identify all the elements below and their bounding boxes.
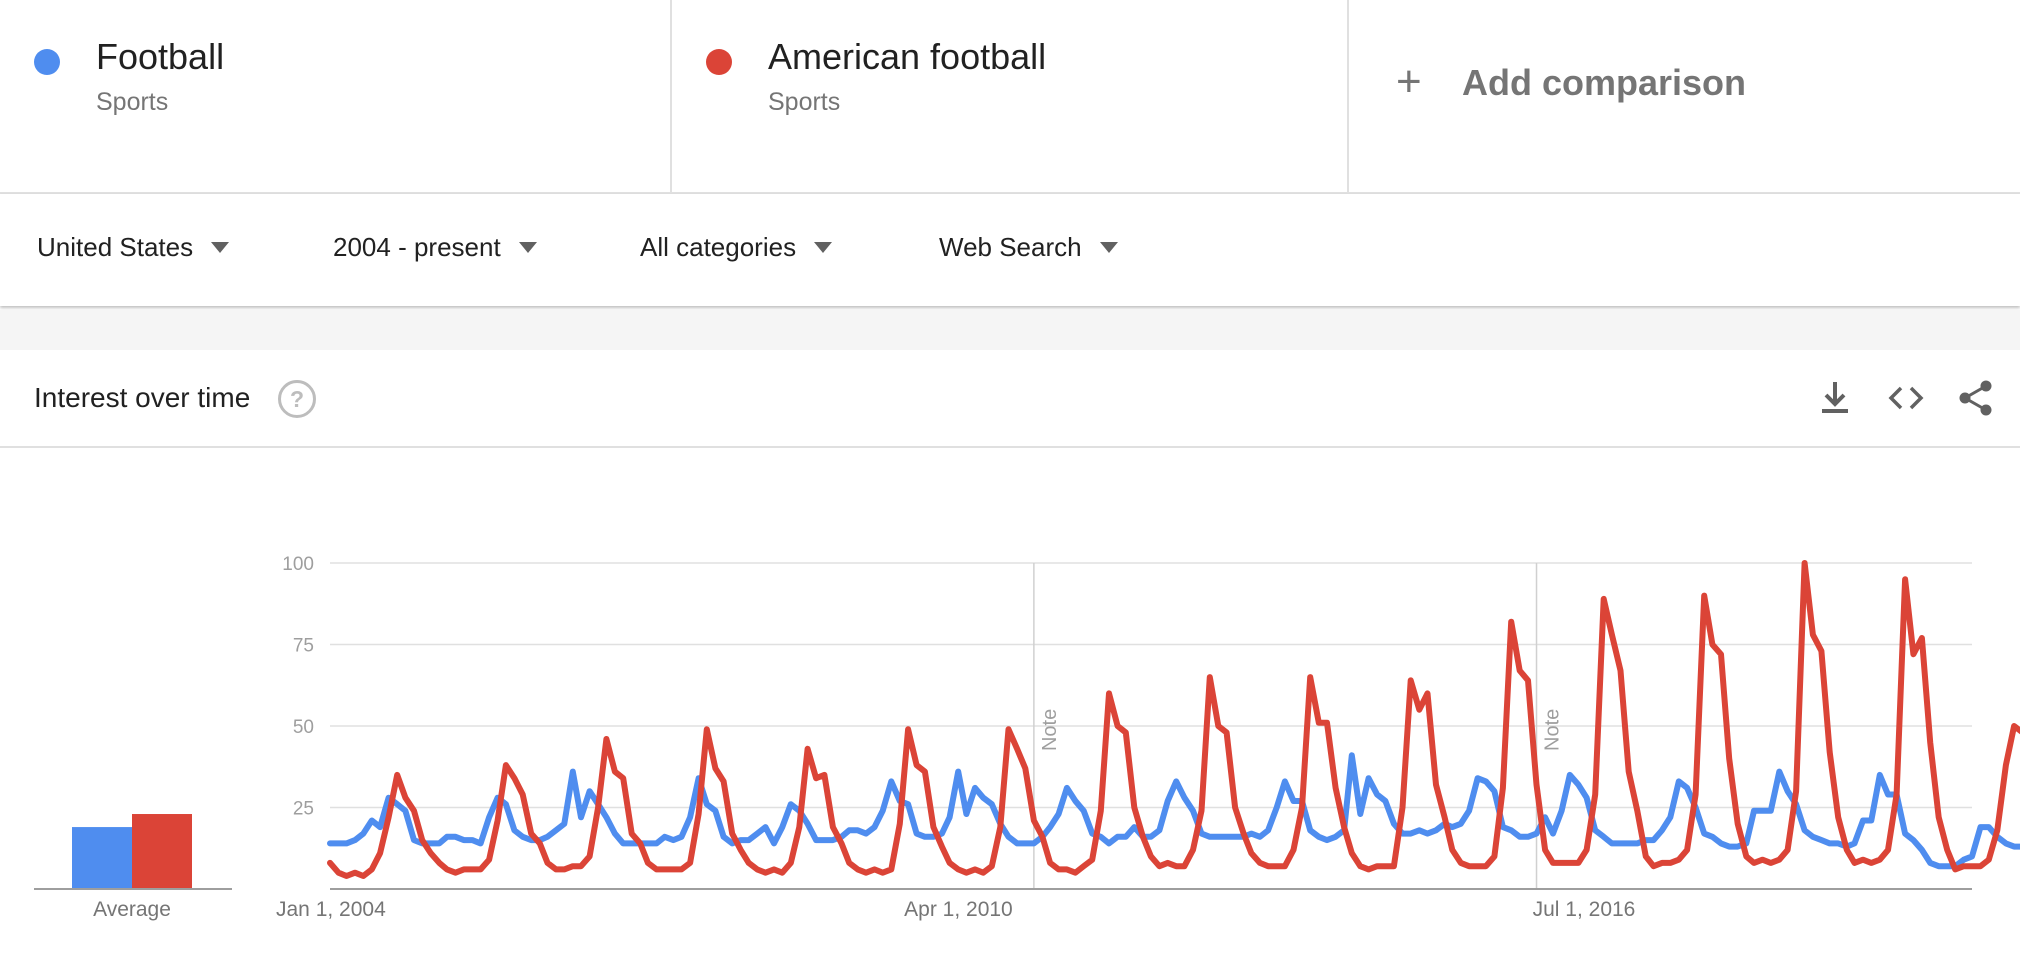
average-label: Average [93,898,171,921]
interest-over-time-header: Interest over time ? [0,350,2020,448]
y-tick-label: 75 [293,636,314,657]
time-range-select-label: 2004 - present [333,232,501,262]
series-color-dot [706,49,732,75]
term-football[interactable]: Football Sports [0,0,670,192]
term-american-football[interactable]: American football Sports [672,0,1348,192]
filters-bar: United States 2004 - present All categor… [0,194,2020,306]
series-line [327,560,2020,879]
download-icon[interactable] [1815,378,1855,418]
section-spacer [0,310,2020,350]
region-select[interactable]: United States [37,232,230,272]
embed-code-icon[interactable] [1886,378,1926,418]
add-comparison-button[interactable]: + Add comparison [1348,0,2020,192]
average-bar [72,827,132,889]
series-color-dot [34,49,60,75]
region-select-label: United States [37,232,194,262]
caret-down-icon [211,242,230,253]
caret-down-icon [814,242,833,253]
y-tick-label: 50 [293,717,314,738]
interest-over-time-chart: 25 50 75 100 Note Note Jan 1, 2004 Apr 1, 2010 J… [34,554,2020,921]
help-icon[interactable]: ? [278,380,316,418]
comparison-terms-bar: Football Sports American football Sports… [0,0,2020,194]
x-tick-label: Jan 1, 2004 [276,898,386,921]
category-select[interactable]: All categories [640,232,833,272]
term-category: Sports [96,88,169,116]
card-title: Interest over time [34,382,251,413]
divider [670,0,672,192]
share-icon[interactable] [1956,378,1996,418]
time-range-select[interactable]: 2004 - present [333,232,537,272]
term-name[interactable]: Football [96,36,225,77]
caret-down-icon [1099,242,1118,253]
plus-icon: + [1396,57,1422,106]
average-bar [132,814,192,889]
caret-down-icon [518,242,537,253]
term-category: Sports [768,88,841,116]
category-select-label: All categories [640,232,797,262]
note-label: Note [1542,709,1564,751]
series-line [327,752,2020,870]
search-type-select-label: Web Search [939,232,1082,262]
y-tick-label: 100 [282,554,314,575]
note-label: Note [1039,709,1061,751]
add-comparison-label: Add comparison [1462,62,1747,103]
divider [1347,0,1349,192]
search-type-select[interactable]: Web Search [939,232,1118,272]
x-tick-label: Apr 1, 2010 [904,898,1013,921]
term-name[interactable]: American football [768,36,1047,77]
y-tick-label: 25 [293,799,314,820]
x-tick-label: Jul 1, 2016 [1533,898,1636,921]
